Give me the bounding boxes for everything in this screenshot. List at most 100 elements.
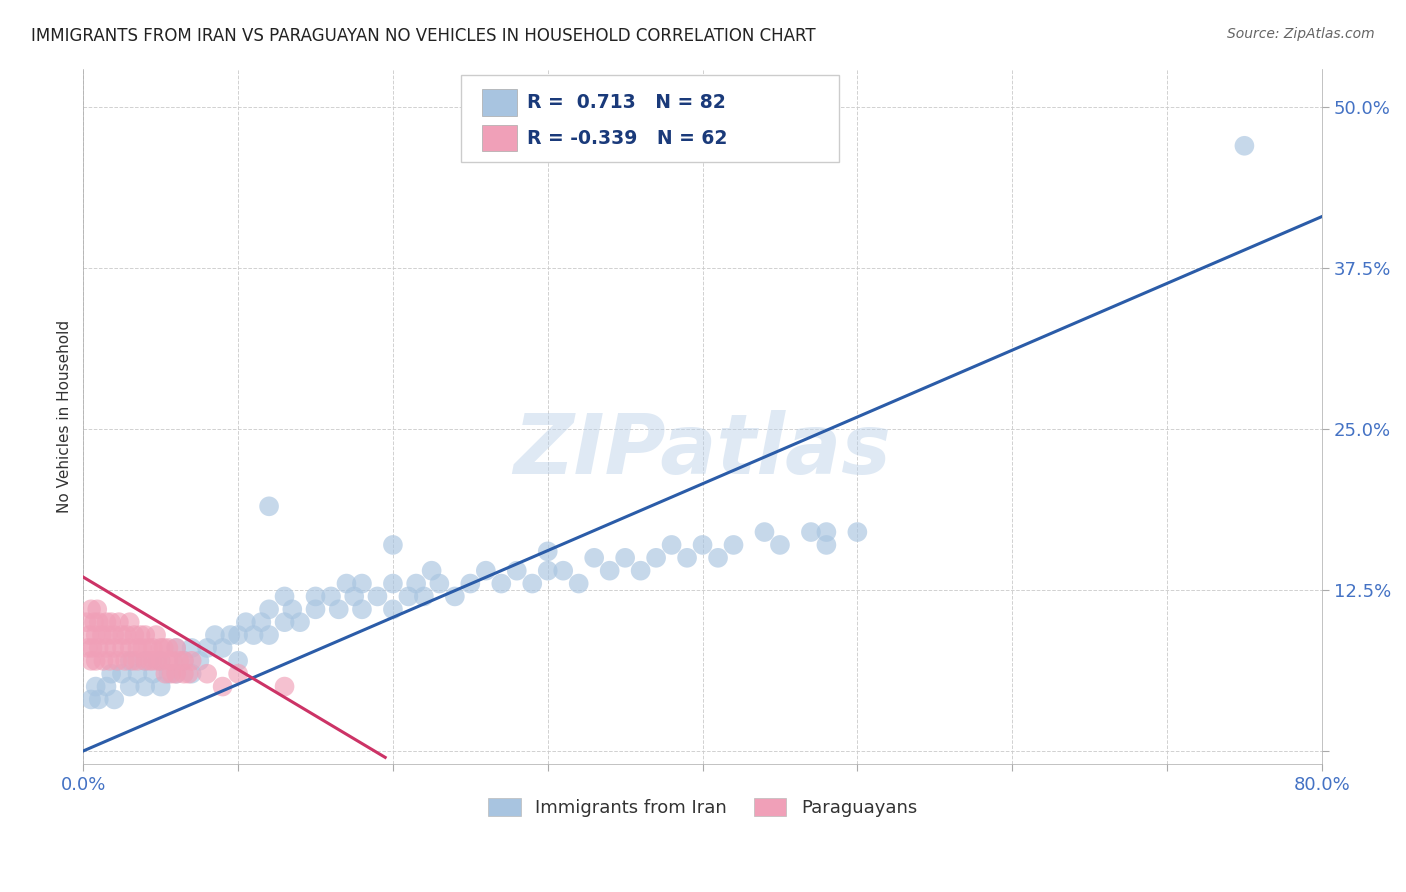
Point <box>134 628 156 642</box>
Point <box>288 615 311 630</box>
Point <box>599 564 621 578</box>
Point <box>661 538 683 552</box>
Point <box>645 550 668 565</box>
Point <box>815 538 838 552</box>
Point <box>754 524 776 539</box>
Point <box>84 628 107 642</box>
Point <box>692 538 714 552</box>
Point <box>142 666 165 681</box>
Point <box>614 550 637 565</box>
Point <box>769 538 792 552</box>
Point <box>127 666 149 681</box>
Point <box>131 640 153 655</box>
Point <box>134 680 156 694</box>
Text: R =  0.713   N = 82: R = 0.713 N = 82 <box>527 93 725 112</box>
Point <box>157 654 180 668</box>
Point <box>195 640 218 655</box>
Point <box>195 666 218 681</box>
Point <box>108 615 131 630</box>
Point <box>142 654 165 668</box>
Point <box>568 576 591 591</box>
Text: ZIPatlas: ZIPatlas <box>513 410 891 491</box>
FancyBboxPatch shape <box>482 125 517 152</box>
Point <box>1233 138 1256 153</box>
Point <box>173 654 195 668</box>
Point <box>180 654 202 668</box>
Point <box>145 628 167 642</box>
Point <box>127 640 149 655</box>
Point <box>93 654 115 668</box>
Point <box>180 666 202 681</box>
Point <box>257 500 280 514</box>
Point <box>134 654 156 668</box>
Y-axis label: No Vehicles in Household: No Vehicles in Household <box>58 319 72 513</box>
Point <box>96 680 118 694</box>
Point <box>75 615 97 630</box>
Point <box>381 576 404 591</box>
Point <box>335 576 357 591</box>
Point <box>118 654 141 668</box>
Point <box>366 590 388 604</box>
Point <box>86 602 108 616</box>
Point <box>121 654 143 668</box>
Point <box>134 654 156 668</box>
Point <box>105 654 128 668</box>
Point <box>96 615 118 630</box>
Point <box>157 640 180 655</box>
Point <box>103 692 125 706</box>
Point <box>103 628 125 642</box>
Point <box>103 640 125 655</box>
Point <box>136 640 159 655</box>
Point <box>211 640 233 655</box>
Point <box>343 590 366 604</box>
Point <box>412 590 434 604</box>
Point <box>118 615 141 630</box>
Point <box>149 654 172 668</box>
Text: Source: ZipAtlas.com: Source: ZipAtlas.com <box>1227 27 1375 41</box>
Point <box>84 654 107 668</box>
Point <box>124 628 146 642</box>
Point <box>155 666 177 681</box>
Point <box>250 615 273 630</box>
Point <box>226 666 249 681</box>
Legend: Immigrants from Iran, Paraguayans: Immigrants from Iran, Paraguayans <box>481 790 924 824</box>
Point <box>152 640 174 655</box>
Point <box>165 640 187 655</box>
Point <box>273 615 295 630</box>
Point <box>396 590 419 604</box>
Point <box>506 564 529 578</box>
Point <box>87 640 110 655</box>
Point <box>273 590 295 604</box>
Point <box>405 576 427 591</box>
Point <box>281 602 304 616</box>
Point <box>427 576 450 591</box>
Point <box>165 640 187 655</box>
Point <box>149 654 172 668</box>
Point <box>350 602 373 616</box>
FancyBboxPatch shape <box>461 76 839 162</box>
Point <box>257 628 280 642</box>
Point <box>157 666 180 681</box>
Point <box>80 654 103 668</box>
Point <box>304 602 326 616</box>
FancyBboxPatch shape <box>482 89 517 116</box>
Point <box>460 576 482 591</box>
Point <box>328 602 350 616</box>
Point <box>381 602 404 616</box>
Point <box>129 628 152 642</box>
Point <box>165 666 187 681</box>
Point <box>304 590 326 604</box>
Point <box>87 692 110 706</box>
Point <box>800 524 823 539</box>
Point <box>80 602 103 616</box>
Point <box>142 640 165 655</box>
Point <box>235 615 257 630</box>
Point <box>84 680 107 694</box>
Point <box>111 628 134 642</box>
Point <box>350 576 373 591</box>
Point <box>177 666 200 681</box>
Point <box>77 640 100 655</box>
Point <box>173 654 195 668</box>
Point <box>160 666 183 681</box>
Point <box>100 615 122 630</box>
